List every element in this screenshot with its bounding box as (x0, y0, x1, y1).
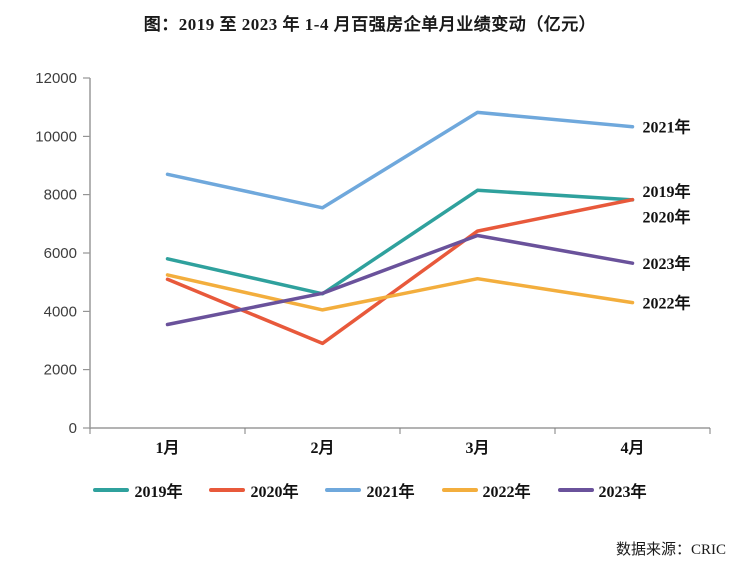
y-tick-label: 2000 (44, 362, 77, 379)
series-end-label-2021: 2021年 (643, 118, 691, 137)
legend: 2019年 2020年 2021年 2022年 2023年 (0, 478, 740, 502)
legend-swatch-2022 (441, 488, 478, 492)
legend-swatch-2020 (209, 488, 246, 492)
y-tick-label: 6000 (44, 245, 77, 262)
legend-label-2023: 2023年 (598, 484, 647, 501)
series-end-label-2020: 2020年 (643, 208, 691, 227)
legend-item-2021: 2021年 (325, 478, 415, 502)
legend-label-2022: 2022年 (482, 484, 531, 501)
chart-title: 图：2019 至 2023 年 1-4 月百强房企单月业绩变动（亿元） (143, 15, 597, 34)
series-line-2021 (165, 110, 635, 210)
legend-swatch-2023 (557, 488, 594, 492)
legend-swatch-2019 (93, 488, 130, 492)
series-line-2023 (165, 233, 635, 327)
legend-label-2021: 2021年 (366, 484, 415, 501)
series-line-2019 (165, 188, 635, 296)
y-tick-label: 4000 (44, 303, 77, 320)
series-line-2022 (165, 273, 635, 312)
data-source: 数据来源：CRIC (615, 542, 726, 558)
x-tick-label: 1月 (155, 439, 179, 457)
y-tick-label: 12000 (35, 70, 77, 87)
y-tick-label: 0 (69, 420, 77, 437)
y-tick-label: 10000 (35, 128, 77, 145)
legend-item-2020: 2020年 (209, 478, 298, 502)
series-line-2020 (165, 197, 635, 346)
legend-swatch-2021 (325, 488, 362, 492)
legend-label-2020: 2020年 (250, 484, 299, 501)
legend-item-2022: 2022年 (441, 478, 531, 502)
legend-label-2019: 2019年 (134, 484, 183, 501)
x-tick-label: 4月 (620, 439, 644, 457)
x-tick-label: 2月 (310, 439, 334, 457)
series-end-label-2019: 2019年 (643, 182, 691, 201)
series-end-label-2023: 2023年 (643, 254, 691, 273)
legend-item-2019: 2019年 (93, 478, 182, 502)
series-end-label-2022: 2022年 (643, 294, 691, 313)
legend-item-2023: 2023年 (557, 478, 647, 502)
x-tick-label: 3月 (465, 439, 489, 457)
y-tick-label: 8000 (44, 187, 77, 204)
